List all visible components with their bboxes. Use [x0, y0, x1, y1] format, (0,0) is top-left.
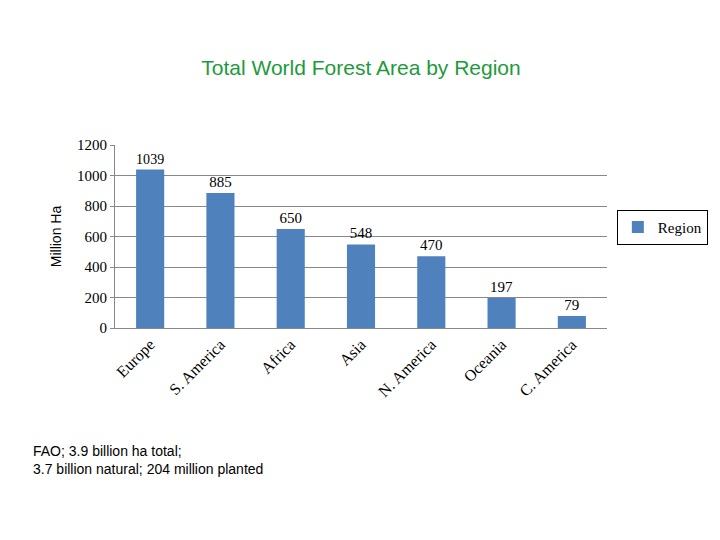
- svg-text:650: 650: [279, 210, 302, 226]
- svg-text:400: 400: [85, 259, 108, 275]
- svg-text:Region: Region: [658, 220, 702, 236]
- svg-text:Africa: Africa: [258, 336, 299, 377]
- svg-text:1200: 1200: [77, 137, 107, 153]
- svg-text:197: 197: [490, 279, 513, 295]
- svg-text:S. America: S. America: [166, 336, 228, 398]
- svg-text:Oceania: Oceania: [460, 336, 509, 385]
- svg-text:79: 79: [564, 297, 579, 313]
- svg-text:N. America: N. America: [375, 336, 439, 400]
- svg-text:Europe: Europe: [113, 336, 158, 381]
- svg-text:1039: 1039: [136, 151, 164, 167]
- svg-text:800: 800: [85, 198, 108, 214]
- svg-text:Asia: Asia: [336, 336, 369, 369]
- svg-text:FAO; 3.9 billion ha total;3.7: FAO; 3.9 billion ha total;3.7 billion na…: [33, 443, 263, 477]
- svg-text:548: 548: [350, 225, 373, 241]
- svg-text:470: 470: [420, 237, 443, 253]
- svg-text:C. America: C. America: [516, 336, 580, 400]
- svg-text:1000: 1000: [77, 168, 107, 184]
- svg-text:Million Ha: Million Ha: [48, 206, 64, 268]
- svg-text:200: 200: [85, 290, 108, 306]
- svg-text:600: 600: [85, 229, 108, 245]
- svg-text:0: 0: [100, 320, 108, 336]
- svg-text:885: 885: [209, 174, 232, 190]
- svg-text:Total World Forest Area by Reg: Total World Forest Area by Region: [201, 56, 520, 79]
